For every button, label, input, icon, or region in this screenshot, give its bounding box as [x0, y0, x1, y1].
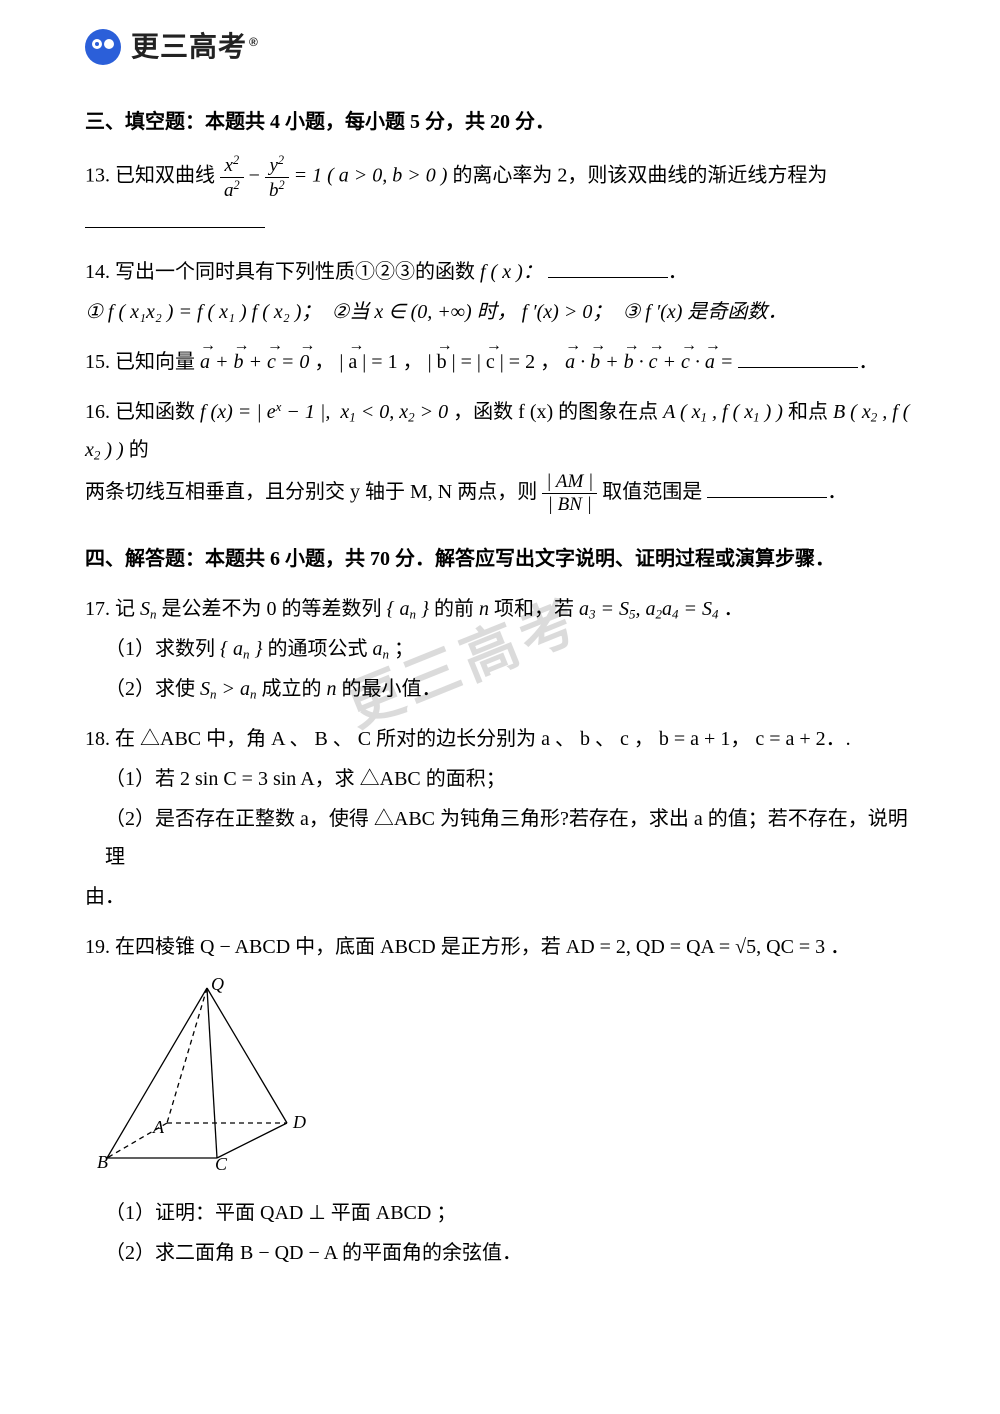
svg-text:C: C	[215, 1154, 228, 1173]
logo-text: 更三高考®	[131, 20, 259, 73]
question-16: 16. 已知函数 f (x) = | ex − 1 |, x1 < 0, x2 …	[85, 393, 915, 516]
svg-text:D: D	[292, 1112, 306, 1132]
answer-blank-15[interactable]	[738, 350, 858, 368]
question-13: 13. 已知双曲线 x2 a2 − y2 b2 = 1 ( a > 0, b >…	[85, 153, 915, 241]
section-3-title: 三、填空题：本题共 4 小题，每小题 5 分，共 20 分．	[85, 103, 915, 141]
section-4-title: 四、解答题：本题共 6 小题，共 70 分．解答应写出文字说明、证明过程或演算步…	[85, 540, 915, 578]
logo-owl-icon	[85, 29, 121, 65]
answer-blank-14[interactable]	[548, 260, 668, 278]
fraction-y2b2: y2 b2	[265, 153, 289, 201]
fraction-x2a2: x2 a2	[220, 153, 244, 201]
svg-text:B: B	[97, 1152, 108, 1172]
pyramid-diagram: Q B C D A	[97, 978, 915, 1186]
fraction-am-bn: | AM | | BN |	[542, 471, 597, 516]
question-15: 15. 已知向量 a + b + c = 0 ， | a | = 1 ， | b…	[85, 343, 915, 381]
question-19: 19. 在四棱锥 Q − ABCD 中，底面 ABCD 是正方形，若 AD = …	[85, 928, 915, 1272]
svg-text:Q: Q	[211, 978, 224, 994]
answer-blank-13[interactable]	[85, 210, 265, 228]
question-14: 14. 写出一个同时具有下列性质①②③的函数 f ( x )： ． ① f ( …	[85, 253, 915, 331]
brand-logo: 更三高考®	[85, 20, 915, 73]
question-18: 18. 在 △ABC 中，角 A 、 B 、 C 所对的边长分别为 a 、 b …	[85, 720, 915, 916]
question-17: 17. 记 Sn 是公差不为 0 的等差数列 { an } 的前 n 项和，若 …	[85, 590, 915, 708]
answer-blank-16[interactable]	[707, 480, 827, 498]
svg-text:A: A	[152, 1117, 165, 1137]
